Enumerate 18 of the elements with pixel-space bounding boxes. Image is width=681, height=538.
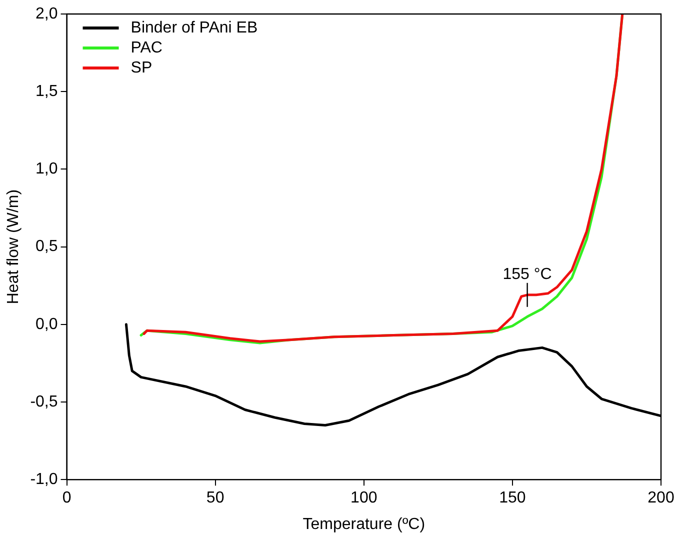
y-tick-label: 0,5 [36, 238, 58, 256]
y-tick-label: 1,5 [36, 83, 58, 100]
y-tick-label: -1,0 [30, 471, 58, 488]
x-tick-label: 150 [499, 490, 526, 507]
x-tick-label: 100 [350, 490, 378, 507]
annotation: 155 °C [502, 266, 552, 283]
legend-label: Binder of PAni EB [130, 19, 258, 36]
x-tick-label: 50 [206, 490, 224, 507]
x-axis-title: Temperature (ºC) [302, 516, 426, 533]
y-tick-label: 2,0 [36, 5, 58, 22]
y-tick-label: 1,0 [36, 160, 58, 178]
y-tick-label: 0,0 [36, 316, 58, 333]
y-tick-label: -0,5 [30, 393, 58, 410]
x-tick-label: 0 [62, 490, 72, 507]
legend-label: PAC [130, 39, 162, 56]
legend-label: SP [130, 59, 152, 76]
x-tick-label: 200 [648, 490, 674, 507]
y-axis-title: Heat flow (W/m) [5, 189, 22, 304]
